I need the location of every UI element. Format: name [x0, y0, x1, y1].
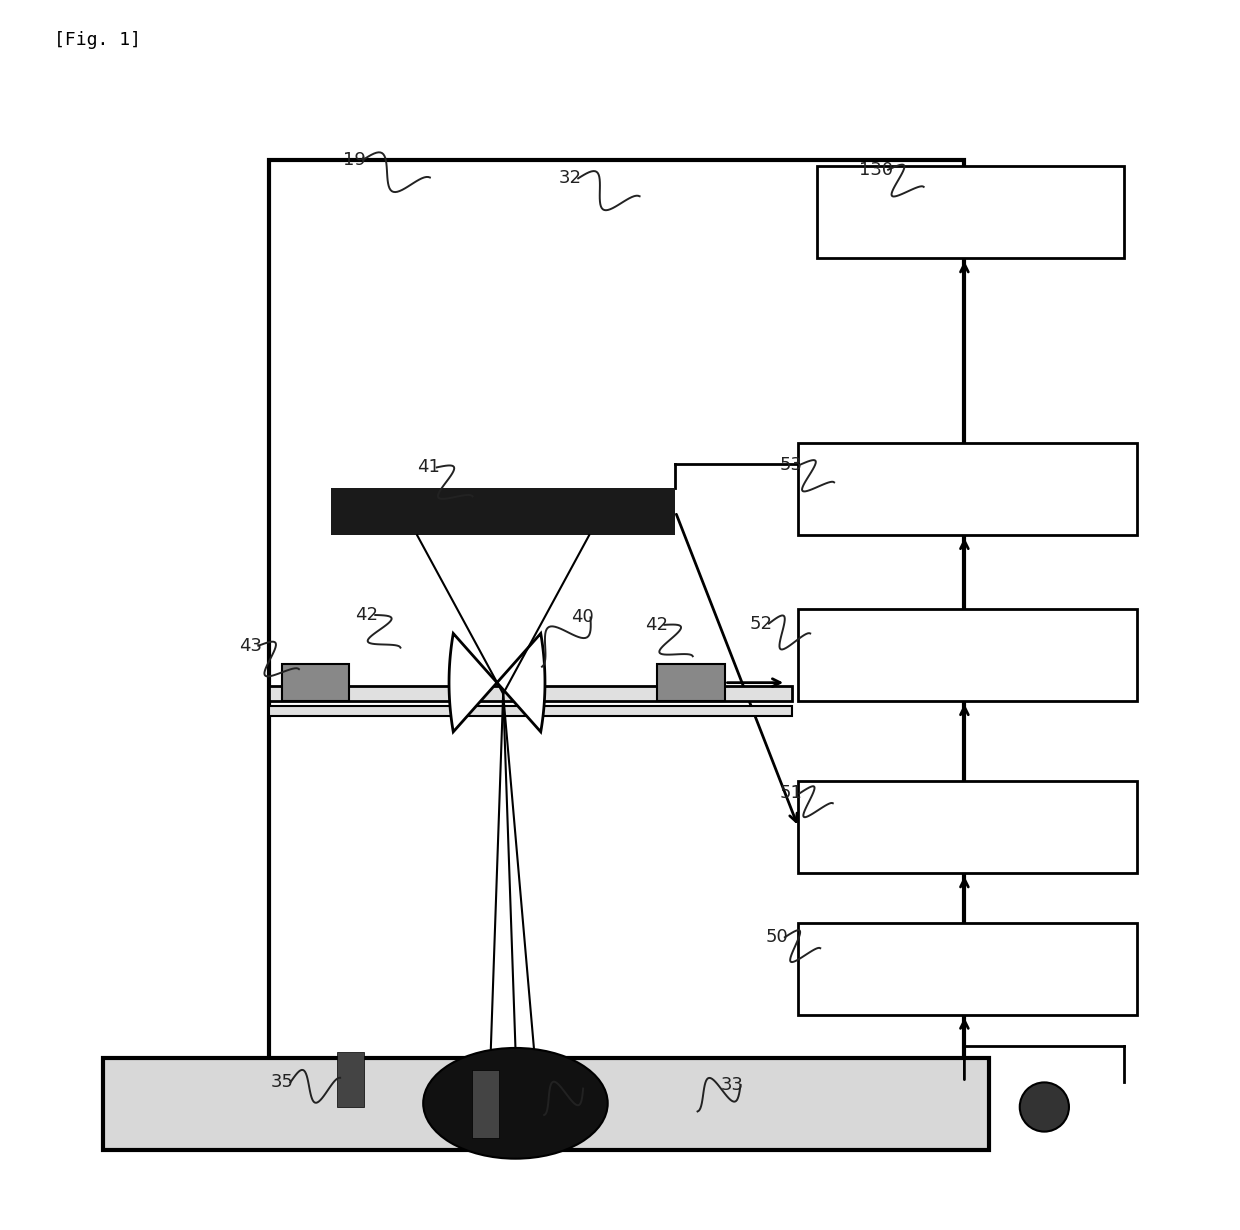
Text: 52: 52 — [749, 615, 773, 632]
Text: 32: 32 — [558, 170, 582, 187]
Bar — [103, 1058, 990, 1150]
Text: 50: 50 — [765, 929, 787, 946]
Polygon shape — [449, 633, 544, 732]
Bar — [269, 686, 792, 701]
Circle shape — [1019, 1082, 1069, 1132]
Text: 34: 34 — [563, 1080, 587, 1097]
Text: 42: 42 — [645, 616, 667, 633]
Bar — [472, 1070, 500, 1138]
Bar — [799, 609, 1137, 701]
Text: 35: 35 — [270, 1074, 294, 1091]
Bar — [817, 166, 1125, 258]
Bar — [799, 781, 1137, 873]
Text: 19: 19 — [343, 151, 366, 169]
Text: 51: 51 — [780, 785, 802, 802]
Bar — [269, 706, 792, 716]
Text: 53: 53 — [780, 456, 804, 474]
Bar — [657, 664, 724, 701]
Bar — [799, 443, 1137, 535]
Bar — [281, 664, 350, 701]
Bar — [331, 488, 676, 535]
Text: 40: 40 — [570, 609, 594, 626]
Text: 130: 130 — [858, 161, 893, 178]
Text: 43: 43 — [238, 637, 262, 654]
Bar — [337, 1052, 365, 1107]
Text: [Fig. 1]: [Fig. 1] — [55, 31, 141, 49]
Text: 33: 33 — [720, 1076, 744, 1093]
Text: 41: 41 — [417, 459, 440, 476]
Bar — [799, 922, 1137, 1015]
Bar — [269, 160, 965, 1089]
Text: 42: 42 — [356, 606, 378, 624]
Ellipse shape — [423, 1048, 608, 1159]
